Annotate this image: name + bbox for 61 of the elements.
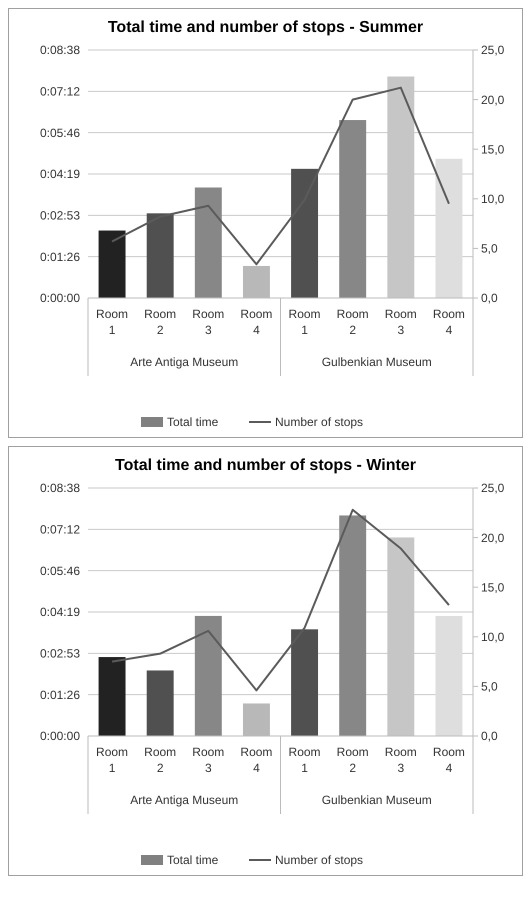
y2-tick-label: 10,0 bbox=[481, 192, 505, 206]
legend-label: Number of stops bbox=[275, 415, 364, 430]
y-tick-label: 0:01:26 bbox=[40, 250, 80, 264]
x-tick-label: Room 4 bbox=[240, 745, 272, 775]
x-tick-label: Room 4 bbox=[432, 745, 465, 775]
y-tick-label: 0:07:12 bbox=[40, 522, 80, 537]
bar bbox=[339, 515, 366, 736]
bar bbox=[339, 120, 366, 298]
y-tick-label: 0:02:53 bbox=[40, 208, 80, 223]
y-tick-label: 0:02:53 bbox=[40, 646, 80, 661]
chart-title: Total time and number of stops - Winter bbox=[115, 457, 416, 474]
y-tick-label: 0:00:00 bbox=[40, 729, 80, 744]
bar bbox=[435, 158, 462, 298]
text: Gulbenkian Museum bbox=[322, 355, 432, 369]
chart-title: Total time and number of stops - Summer bbox=[108, 19, 424, 36]
bar bbox=[98, 657, 126, 736]
text: Arte Antiga Museum bbox=[130, 355, 238, 369]
y2-tick-label: 5,0 bbox=[481, 242, 498, 256]
y-tick-label: 0:04:19 bbox=[40, 167, 80, 182]
bar bbox=[194, 616, 222, 736]
y2-tick-label: 20,0 bbox=[481, 92, 505, 107]
x-tick-label: Room 4 bbox=[432, 307, 465, 337]
x-tick-label: Room 2 bbox=[144, 745, 176, 775]
legend-label: Total time bbox=[167, 853, 219, 868]
legend-label: Number of stops bbox=[275, 853, 364, 868]
y2-tick-label: 0,0 bbox=[481, 291, 498, 306]
x-tick-label: Room 4 bbox=[240, 307, 272, 337]
y-tick-label: 0:05:46 bbox=[40, 126, 80, 140]
x-tick-label: Room 1 bbox=[96, 307, 128, 337]
y-tick-label: 0:04:19 bbox=[40, 605, 80, 620]
y2-tick-label: 25,0 bbox=[481, 43, 505, 58]
bar bbox=[146, 670, 174, 736]
y2-tick-label: 20,0 bbox=[481, 530, 505, 545]
y2-tick-label: 5,0 bbox=[481, 680, 498, 694]
x-tick-label: Room 1 bbox=[288, 307, 321, 337]
x-tick-label: Room 2 bbox=[336, 745, 369, 775]
x-tick-label: Room 2 bbox=[336, 307, 369, 337]
text: Arte Antiga Museum bbox=[130, 793, 238, 807]
x-tick-label: Room 1 bbox=[288, 745, 321, 775]
y-tick-label: 0:01:26 bbox=[40, 688, 80, 702]
bar bbox=[435, 616, 462, 736]
x-tick-label: Room 1 bbox=[96, 745, 128, 775]
bar bbox=[194, 187, 222, 298]
text: Gulbenkian Museum bbox=[322, 793, 432, 807]
y-tick-label: 0:08:38 bbox=[40, 43, 80, 58]
y2-tick-label: 25,0 bbox=[481, 481, 505, 496]
x-tick-label: Room 2 bbox=[144, 307, 176, 337]
y2-tick-label: 0,0 bbox=[481, 729, 498, 744]
y-tick-label: 0:07:12 bbox=[40, 84, 80, 99]
bar bbox=[98, 230, 126, 298]
x-tick-label: Room 3 bbox=[384, 745, 417, 775]
y2-tick-label: 15,0 bbox=[481, 580, 505, 594]
x-tick-label: Room 3 bbox=[192, 745, 224, 775]
y2-tick-label: 15,0 bbox=[481, 142, 505, 156]
x-tick-label: Room 3 bbox=[384, 307, 417, 337]
y-tick-label: 0:08:38 bbox=[40, 481, 80, 496]
y-tick-label: 0:00:00 bbox=[40, 291, 80, 306]
y2-tick-label: 10,0 bbox=[481, 630, 505, 644]
legend-label: Total time bbox=[167, 415, 219, 430]
x-tick-label: Room 3 bbox=[192, 307, 224, 337]
y-tick-label: 0:05:46 bbox=[40, 564, 80, 578]
